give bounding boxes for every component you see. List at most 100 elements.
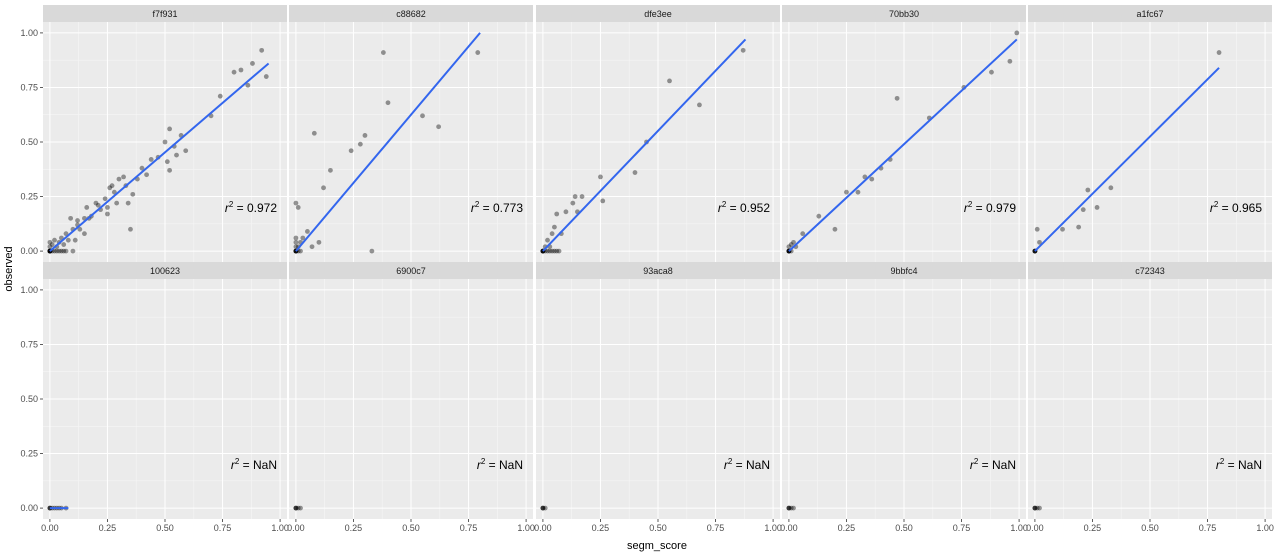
facet-panel-93aca8: 93aca8 0.00 0.25 0.50 0.75 1.00 r2 = NaN	[534, 262, 782, 533]
data-point	[598, 174, 603, 180]
data-point	[293, 244, 299, 250]
facet-strip	[782, 5, 1026, 22]
data-point	[56, 248, 62, 254]
data-point	[791, 239, 796, 245]
facet-strip-label: dfe3ee	[644, 9, 672, 19]
data-point	[1085, 187, 1091, 193]
data-point	[59, 248, 64, 254]
data-point	[102, 196, 108, 202]
data-point	[250, 61, 255, 66]
data-point	[128, 226, 133, 232]
data-point	[316, 239, 322, 245]
x-tick-label: 0.75	[953, 523, 971, 533]
data-point	[125, 200, 131, 206]
r-squared-annotation: r2 = 0.952	[718, 200, 770, 215]
facet-panel-f7f931: f7f931 0.00 0.25 0.50 0.75 1.00 r2 = 0.972	[20, 5, 287, 262]
facet-strip-label: a1fc67	[1136, 9, 1163, 19]
data-point	[786, 505, 792, 511]
data-point	[93, 200, 99, 206]
x-tick-label: 0.00	[287, 523, 305, 533]
data-point	[385, 100, 391, 106]
data-point	[263, 74, 269, 79]
data-point	[1032, 505, 1038, 511]
data-point	[1037, 505, 1042, 511]
data-point	[259, 47, 265, 53]
y-tick-label: 1.00	[20, 28, 38, 38]
data-point	[63, 248, 69, 254]
facet-strip-label: 6900c7	[396, 266, 426, 276]
data-point	[47, 239, 53, 245]
data-point	[105, 205, 110, 210]
data-point	[436, 124, 442, 130]
data-point	[65, 237, 71, 243]
data-point	[547, 248, 553, 254]
data-point	[107, 185, 113, 191]
data-point	[82, 231, 87, 237]
data-point	[61, 242, 67, 247]
data-point	[47, 244, 53, 250]
y-tick-label: 0.75	[20, 339, 38, 349]
data-point	[800, 231, 806, 237]
regression-line	[788, 38, 1018, 252]
data-point	[1014, 30, 1020, 36]
x-axis-title: segm_score	[627, 540, 687, 552]
r-squared-annotation: r2 = NaN	[231, 457, 277, 472]
facet-panel-100623: 100623 0.00 0.25 0.50 0.75 1.00 0.00 0.25 0.50 0.…	[20, 262, 289, 533]
regression-line	[49, 62, 270, 252]
x-tick-label: 0.75	[1199, 523, 1217, 533]
facet-strip-label: 100623	[150, 266, 180, 276]
data-point	[1032, 505, 1038, 511]
data-point	[552, 248, 557, 254]
data-point	[328, 167, 333, 173]
x-tick-label: 1.00	[764, 523, 782, 533]
data-point	[63, 231, 69, 237]
x-tick-label: 0.25	[1084, 523, 1102, 533]
data-point	[109, 183, 115, 189]
data-point	[293, 235, 299, 241]
data-point	[545, 248, 550, 254]
r-squared-annotation: r2 = 0.773	[471, 200, 523, 215]
data-point	[167, 167, 173, 173]
data-point	[786, 505, 792, 511]
facet-strip-label: 9bbfc4	[890, 266, 917, 276]
data-point	[164, 159, 170, 165]
data-point	[357, 141, 363, 147]
facet-panel-c72343: c72343 0.00 0.25 0.50 0.75 1.00 r2 = NaN	[1026, 262, 1274, 533]
facet-panel-a1fc67: a1fc67 r2 = 0.965	[1028, 5, 1272, 262]
r-squared-annotation: r2 = NaN	[477, 457, 523, 472]
data-point	[1037, 239, 1042, 245]
y-tick-label: 1.00	[20, 285, 38, 295]
data-point	[75, 218, 80, 223]
data-point	[77, 226, 83, 232]
data-point	[293, 505, 299, 511]
data-point	[174, 152, 179, 158]
data-point	[144, 172, 149, 178]
data-point	[570, 200, 576, 206]
facet-panels: f7f931 0.00 0.25 0.50 0.75 1.00 r2 = 0.972 c886…	[20, 5, 1274, 533]
data-point	[1060, 226, 1065, 232]
data-point	[556, 248, 562, 254]
data-point	[116, 176, 122, 182]
data-point	[139, 165, 145, 171]
facet-panel-70bb30: 70bb30 r2 = 0.979	[782, 5, 1026, 262]
facet-strip-label: c72343	[1135, 266, 1165, 276]
data-point	[52, 248, 57, 254]
data-point	[869, 176, 875, 182]
data-point	[293, 200, 299, 206]
data-point	[111, 189, 117, 195]
facet-strip	[289, 5, 533, 22]
data-point	[667, 78, 672, 84]
data-point	[563, 209, 569, 215]
data-point	[321, 185, 326, 191]
data-point	[554, 211, 560, 217]
x-tick-label: 0.75	[214, 523, 232, 533]
x-tick-label: 0.00	[780, 523, 798, 533]
data-point	[70, 248, 76, 254]
data-point	[245, 82, 251, 88]
r-squared-annotation: r2 = 0.972	[225, 200, 277, 215]
x-tick-label: 0.25	[838, 523, 856, 533]
r-squared-annotation: r2 = NaN	[724, 457, 770, 472]
data-point	[369, 248, 375, 254]
x-tick-label: 0.00	[534, 523, 552, 533]
facet-strip	[43, 5, 287, 22]
